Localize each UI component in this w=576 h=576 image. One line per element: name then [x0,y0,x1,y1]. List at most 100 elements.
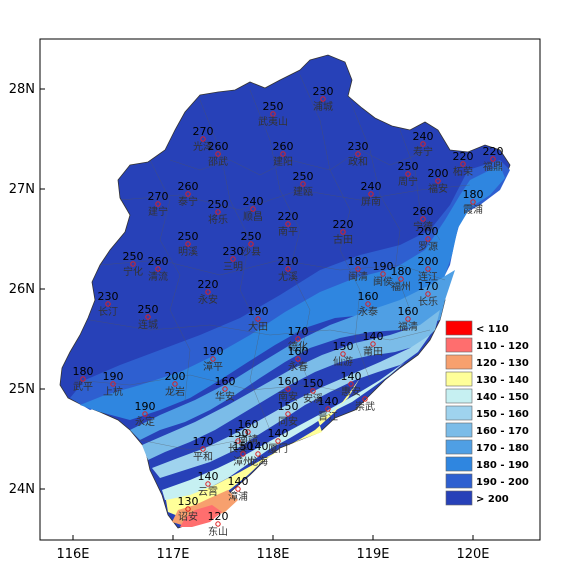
station-dot [295,336,301,342]
station-value: 120 [208,510,229,523]
station-value: 140 [268,427,289,440]
station: 180 闽清 [348,255,369,283]
lat-tick-label: 27N [9,182,35,197]
station: 250 明溪 [178,230,199,258]
legend-swatch [445,456,473,472]
station-value: 140 [248,440,269,453]
station-dot [200,136,206,142]
station: 160 永春 [288,345,309,373]
station-dot [348,381,354,387]
station: 220 南平 [278,210,299,238]
station-value: 270 [148,190,169,203]
station-dot [285,411,291,417]
station: 190 漳平 [203,345,224,373]
station-dot [362,396,368,402]
band-150-160 [152,335,430,478]
lon-tick-label: 118E [256,547,289,562]
station-name: 福鼎 [483,160,503,173]
station-name: 惠安 [341,385,361,398]
legend-item: 190 - 200 [445,473,529,489]
station-dot [230,256,236,262]
legend-swatch [445,337,473,353]
station-value: 250 [178,230,199,243]
station-value: 230 [98,290,119,303]
station-dot [250,206,256,212]
station-name: 厦门 [268,442,288,455]
station-value: 150 [303,377,324,390]
legend-item: 180 - 190 [445,456,529,472]
station-name: 安溪 [303,392,323,405]
station-dot [285,221,291,227]
station-dot [240,451,246,457]
station: 270 光泽 [193,125,214,153]
station: 210 尤溪 [278,255,299,283]
lat-tick-label: 26N [9,282,35,297]
station-value: 160 [215,375,236,388]
station: 270 建宁 [148,190,169,218]
station-name: 泰宁 [178,195,198,208]
lon-tick-label: 119E [356,547,389,562]
station: 260 宁德 [413,205,434,233]
axis-ticks: 28N 27N 26N 25N 24N 116E 117E 118E 119E 120E [9,82,490,562]
station-name: 闽侯 [373,275,393,288]
station: 200 连江 [418,255,439,283]
station: 140 晋江 [318,395,339,423]
legend-item: > 200 [445,490,509,506]
station-value: 190 [248,305,269,318]
station-dot [110,381,116,387]
station-dot [185,241,191,247]
station: 220 古田 [333,218,354,246]
station-dot [215,151,221,157]
station-dot [145,314,151,320]
station-dot [210,356,216,362]
station-dot [340,229,346,235]
station-name: 周宁 [398,175,418,188]
legend-swatch [445,490,473,506]
station-value: 140 [228,475,249,488]
station-dot [185,506,191,512]
station-value: 260 [178,180,199,193]
station-dot [245,429,251,435]
station: 250 建瓯 [293,170,314,198]
legend-item: 150 - 160 [445,405,529,421]
legend-label: 190 - 200 [476,477,529,488]
station: 崇武 [355,396,375,413]
station-name: 永安 [198,293,218,306]
station-value: 250 [241,230,262,243]
station-value: 190 [135,400,156,413]
station-name: 仙游 [333,355,353,368]
band-170-180 [130,270,455,440]
station-value: 160 [278,375,299,388]
station-name: 宁化 [123,265,143,278]
station-value: 200 [165,370,186,383]
station-value: 150 [228,427,249,440]
station-value: 170 [193,435,214,448]
station-dot [270,111,276,117]
station-dot [105,301,111,307]
station-name: 晋江 [318,411,338,423]
station-dot [200,446,206,452]
station-name: 明溪 [178,246,198,258]
legend-item: 170 - 180 [445,439,529,455]
station-name: 寿宁 [413,145,433,158]
station: 190 上杭 [103,370,124,398]
legend: < 110 110 - 120 120 - 130 130 - 140 140 - 15… [445,320,529,506]
station-value: 210 [278,255,299,268]
station: 240 屏南 [361,180,382,208]
station-dot [205,289,211,295]
station: 240 寿宁 [413,130,434,158]
station-name: 沙县 [241,246,261,258]
band-130-140 [166,378,360,516]
legend-label: 130 - 140 [476,375,529,386]
station: 190 永定 [135,400,156,428]
station-dot [405,316,411,322]
station-value: 160 [358,290,379,303]
station-value: 250 [138,303,159,316]
station-dot [235,438,241,444]
station-name: 南平 [278,225,298,238]
station-dot [420,216,426,222]
station-value: 260 [208,140,229,153]
station: 260 泰宁 [178,180,199,208]
station-value: 220 [453,150,474,163]
station-value: 160 [398,305,419,318]
